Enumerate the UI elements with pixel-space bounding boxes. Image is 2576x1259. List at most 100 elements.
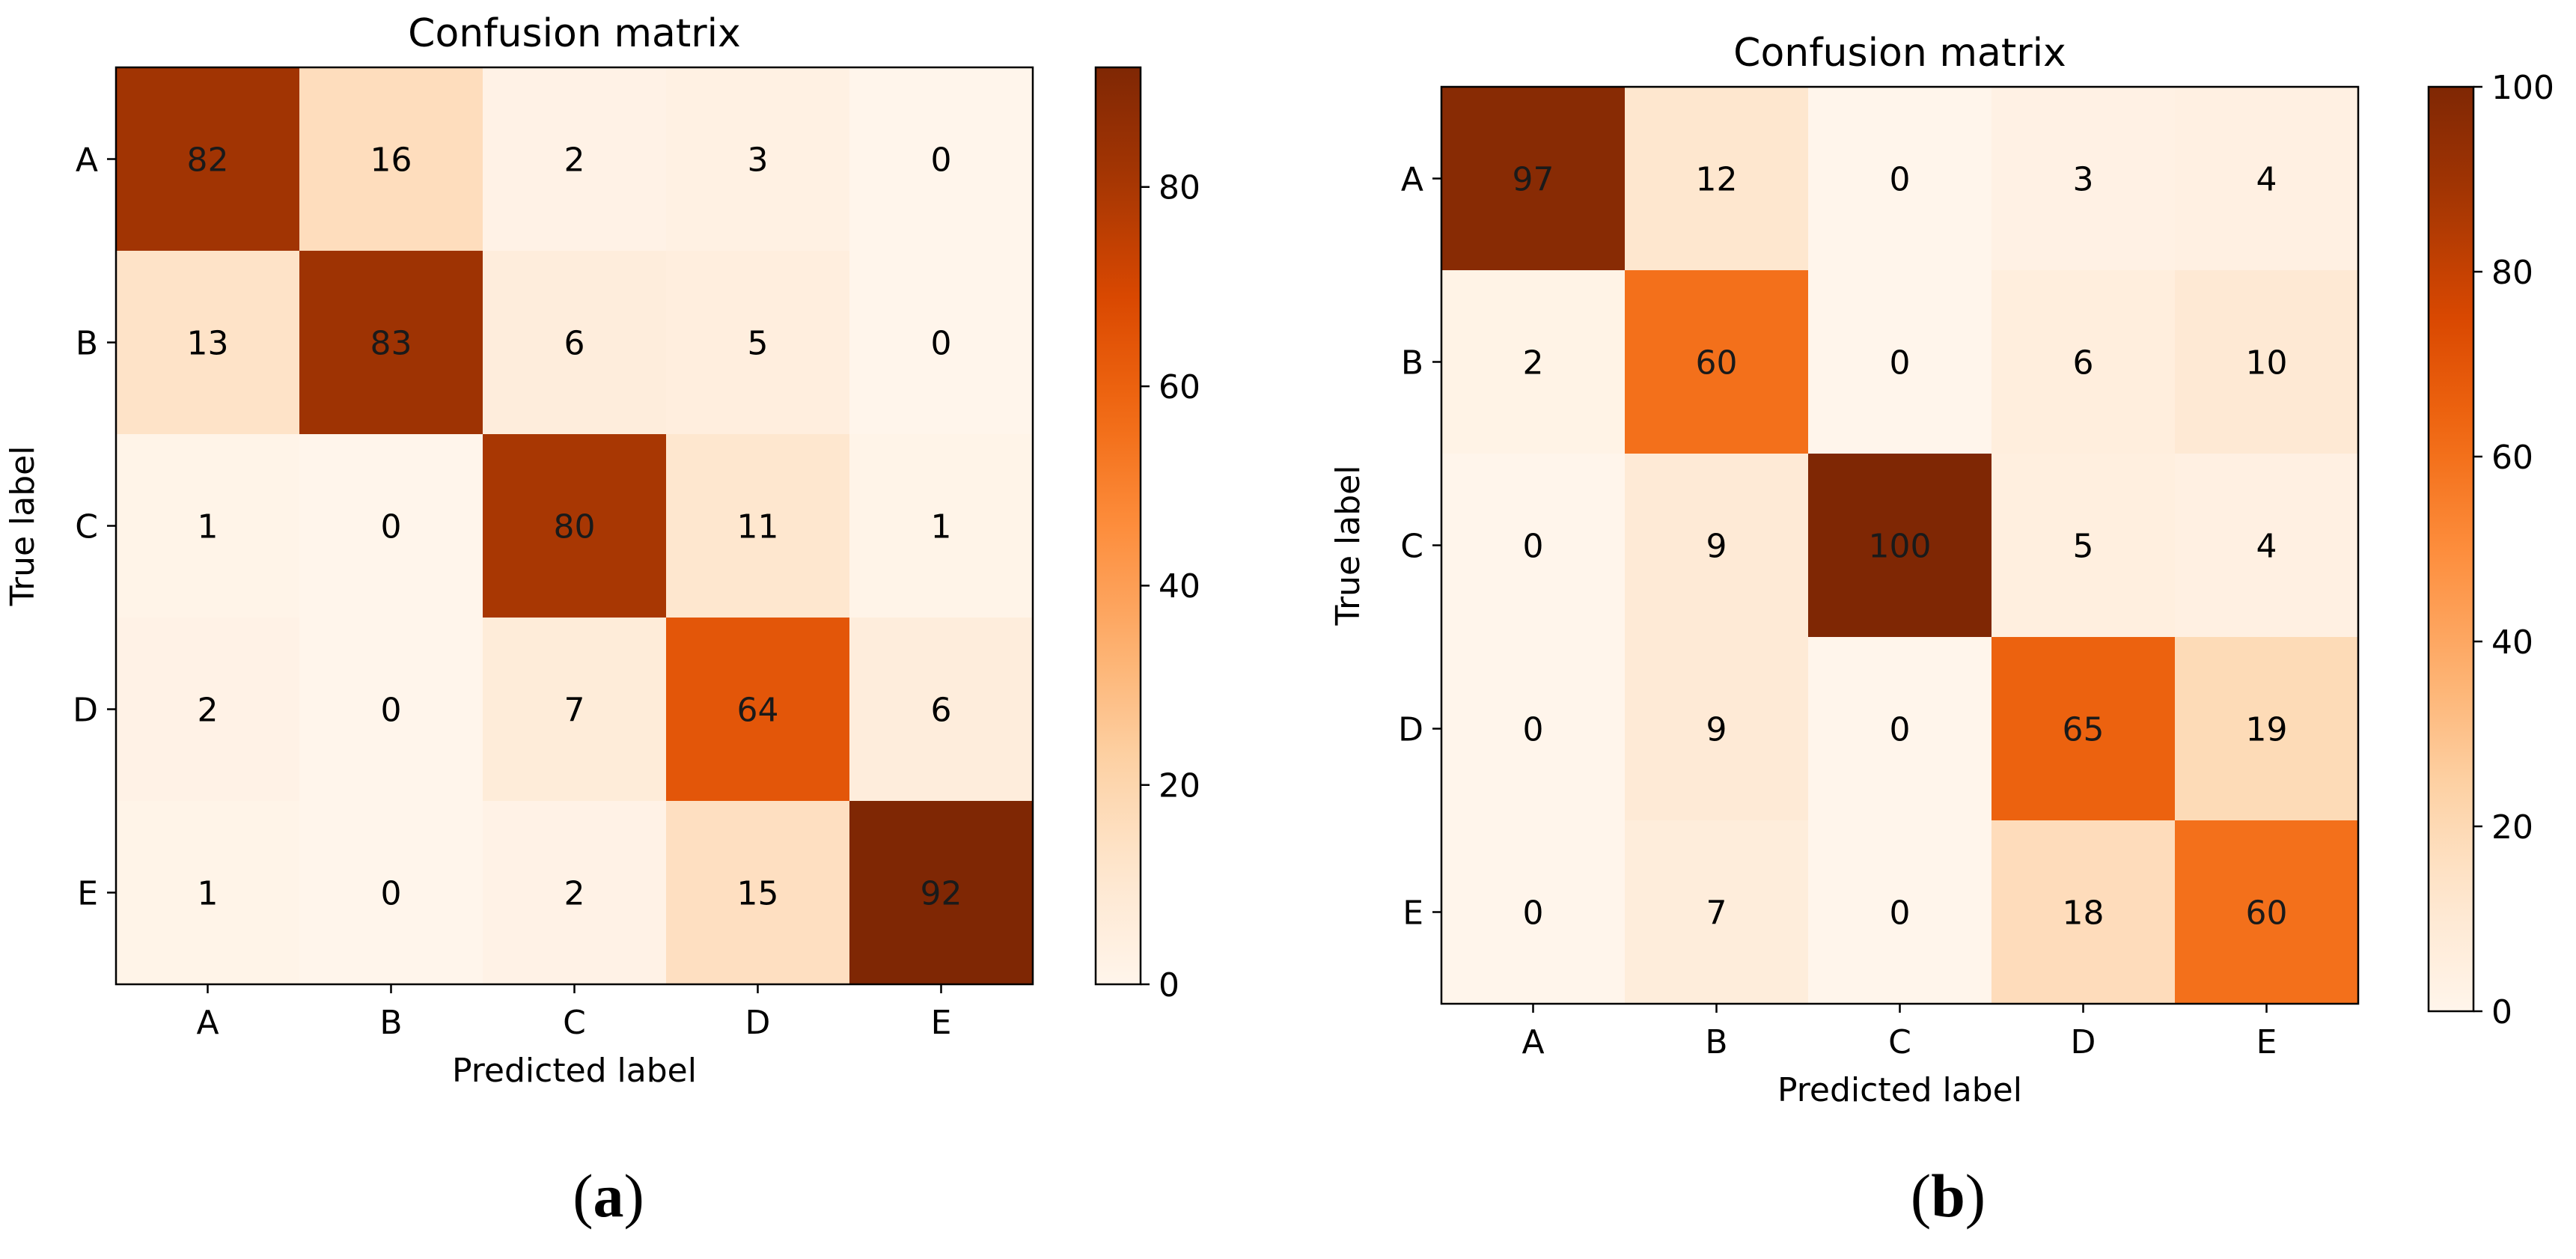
cell-value-label: 6 <box>931 691 952 729</box>
y-tick-label: A <box>1401 160 1423 198</box>
confusion-matrix-panel-a: 82 16 2 3 013 83 6 5 01 0 80 11 12 0 7 64 61 0 2 15 92A B C D EA… <box>4 11 1200 1230</box>
panel-letter: b <box>1931 1162 1965 1230</box>
x-tick-label: A <box>1522 1023 1544 1061</box>
cell-value-label: 11 <box>737 507 779 546</box>
colorbar-tick-label: 60 <box>1159 368 1200 406</box>
cell-value-label: 100 <box>1869 527 1932 565</box>
heatmap-cell <box>1808 820 1992 1005</box>
colorbar <box>1094 66 1142 986</box>
cell-value-label: 2 <box>564 141 585 179</box>
cell-value-label: 9 <box>1706 527 1727 565</box>
heatmap-cell <box>483 801 667 985</box>
heatmap-cell <box>1625 820 1809 1005</box>
heatmap-cell <box>849 251 1034 435</box>
y-tick-label: D <box>1398 710 1423 749</box>
cell-value-label: 60 <box>2246 894 2288 932</box>
cell-value-label: 0 <box>1890 894 1911 932</box>
heatmap-cell <box>1441 820 1626 1005</box>
heatmap-cell <box>116 67 300 252</box>
heatmap-cell <box>1991 820 2176 1005</box>
cell-value-label: 13 <box>187 324 229 362</box>
heatmap-cell <box>849 801 1034 985</box>
heatmap-cell <box>1808 454 1992 638</box>
cell-value-label: 64 <box>737 691 779 729</box>
y-tick-label: E <box>1403 894 1423 932</box>
cell-value-label: 1 <box>198 507 219 546</box>
x-tick-label: C <box>563 1004 586 1042</box>
heatmap-cell <box>1625 270 1809 454</box>
heatmap-cell <box>1625 454 1809 638</box>
cell-value-label: 7 <box>1706 894 1727 932</box>
heatmap-cell <box>849 67 1034 252</box>
cell-value-label: 5 <box>2073 527 2094 565</box>
colorbar-tick-label: 80 <box>1159 169 1200 207</box>
cell-value-label: 0 <box>381 507 402 546</box>
heatmap-cell <box>299 434 483 618</box>
heatmap-cell <box>1441 637 1626 821</box>
heatmap-cell <box>666 67 850 252</box>
cell-value-label: 83 <box>370 324 412 362</box>
cell-value-label: 97 <box>1513 160 1554 198</box>
cell-value-label: 0 <box>931 324 952 362</box>
heatmap-cell <box>1991 87 2176 271</box>
heatmap-cell <box>1625 87 1809 271</box>
x-tick-label: D <box>2071 1023 2096 1061</box>
cell-value-label: 6 <box>564 324 585 362</box>
chart-title: Confusion matrix <box>1733 31 2066 76</box>
heatmap-cell <box>849 618 1034 802</box>
colorbar-tick-label: 80 <box>2491 254 2533 292</box>
x-tick-label: E <box>931 1004 952 1042</box>
y-tick-label: A <box>76 141 98 179</box>
heatmap-cell <box>483 67 667 252</box>
y-axis-label: True label <box>1329 466 1367 627</box>
heatmap-cell <box>116 251 300 435</box>
heatmap-cell <box>299 67 483 252</box>
heatmap-cell <box>1441 454 1626 638</box>
y-tick-label: B <box>1401 344 1423 382</box>
heatmap-cell <box>1808 637 1992 821</box>
heatmap-cell <box>116 618 300 802</box>
cell-value-label: 0 <box>1890 160 1911 198</box>
heatmap-cell <box>299 801 483 985</box>
heatmap-cell <box>666 251 850 435</box>
heatmap-cell <box>1808 270 1992 454</box>
y-tick-label: D <box>73 691 98 729</box>
cell-value-label: 12 <box>1696 160 1738 198</box>
y-axis-label: True label <box>4 446 42 607</box>
cell-value-label: 0 <box>381 874 402 912</box>
heatmap-cell <box>666 434 850 618</box>
x-tick-label: A <box>196 1004 219 1042</box>
panel-caption: (b) <box>1911 1162 1986 1230</box>
heatmap-cell <box>299 618 483 802</box>
heatmap-cell <box>1625 637 1809 821</box>
heatmap-cell <box>483 434 667 618</box>
colorbar-tick-label: 40 <box>1159 567 1200 606</box>
colorbar-tick-label: 100 <box>2491 69 2554 107</box>
heatmap-cell <box>116 801 300 985</box>
heatmap-cell <box>1991 454 2176 638</box>
cell-value-label: 9 <box>1706 710 1727 749</box>
cell-value-label: 60 <box>1696 344 1738 382</box>
y-tick-label: B <box>76 324 98 362</box>
cell-value-label: 16 <box>370 141 412 179</box>
cell-value-label: 10 <box>2246 344 2288 382</box>
heatmap-cell <box>849 434 1034 618</box>
heatmap-cell <box>483 251 667 435</box>
heatmap-cell <box>1441 87 1626 271</box>
cell-value-label: 0 <box>1523 527 1544 565</box>
colorbar-tick-label: 40 <box>2491 624 2533 662</box>
cell-value-label: 2 <box>564 874 585 912</box>
cell-value-label: 18 <box>2063 894 2105 932</box>
cell-value-label: 0 <box>931 141 952 179</box>
y-tick-label: C <box>1400 527 1423 565</box>
cell-value-label: 5 <box>748 324 769 362</box>
heatmap-cell <box>2175 454 2359 638</box>
cell-value-label: 65 <box>2063 710 2105 749</box>
cell-value-label: 7 <box>564 691 585 729</box>
panel-letter: a <box>593 1162 624 1230</box>
chart-title: Confusion matrix <box>408 11 741 56</box>
cell-value-label: 3 <box>748 141 769 179</box>
heatmap-cell <box>116 434 300 618</box>
cell-value-label: 1 <box>198 874 219 912</box>
